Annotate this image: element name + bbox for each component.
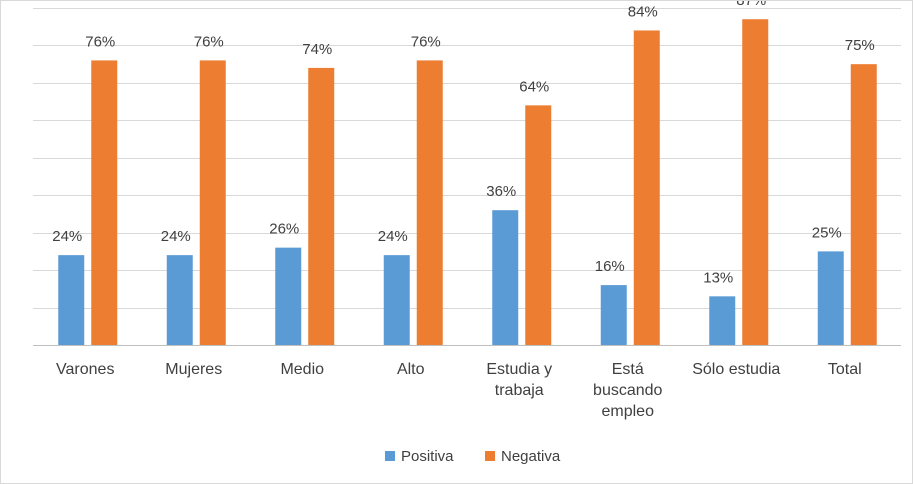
legend-label-positiva: Positiva xyxy=(401,448,454,465)
data-label: 36% xyxy=(486,183,516,200)
legend-label-negativa: Negativa xyxy=(501,448,561,465)
data-label: 13% xyxy=(703,269,733,286)
data-label: 74% xyxy=(302,41,332,58)
data-label: 16% xyxy=(595,258,625,275)
category-label: Varones xyxy=(56,361,114,378)
category-label: Sólo estudia xyxy=(692,361,780,378)
bar-positiva xyxy=(275,247,302,345)
bar-negativa xyxy=(308,67,335,346)
data-label: 84% xyxy=(628,3,658,20)
bar-positiva xyxy=(817,251,844,345)
category-labels: Varones Mujeres Medio Alto Estudia y trabaja E… xyxy=(56,361,862,420)
bar-negativa xyxy=(525,105,552,345)
category-label: Estudia y trabaja xyxy=(486,361,552,399)
bar-positiva xyxy=(166,255,193,345)
data-label: 87% xyxy=(736,1,766,9)
bar-positiva xyxy=(709,296,736,345)
bar-negativa xyxy=(850,64,877,345)
category-label: Alto xyxy=(397,361,425,378)
category-label: Mujeres xyxy=(165,361,222,378)
data-label: 25% xyxy=(812,224,842,241)
bar-negativa xyxy=(633,30,660,345)
data-labels: 24% 76% 24% 76% 26% 74% 24% 76% 36% 64% 16% 84% 13% 8… xyxy=(52,1,875,286)
category-label: Está buscando empleo xyxy=(593,361,662,420)
bars xyxy=(58,19,877,346)
bar-positiva xyxy=(492,210,519,345)
bar-positiva xyxy=(600,285,627,345)
bar-positiva xyxy=(383,255,410,345)
data-label: 24% xyxy=(52,228,82,245)
category-label: Medio xyxy=(280,361,324,378)
bar-negativa xyxy=(91,60,118,346)
legend: Positiva Negativa xyxy=(385,448,561,465)
bar-positiva xyxy=(58,255,85,345)
legend-swatch-negativa xyxy=(485,451,495,461)
legend-swatch-positiva xyxy=(385,451,395,461)
data-label: 24% xyxy=(161,228,191,245)
bar-negativa xyxy=(199,60,226,346)
gridlines xyxy=(33,8,901,346)
data-label: 26% xyxy=(269,221,299,238)
data-label: 76% xyxy=(85,33,115,50)
data-label: 76% xyxy=(411,33,441,50)
data-label: 75% xyxy=(845,37,875,54)
bar-negativa xyxy=(742,19,769,345)
category-label: Total xyxy=(828,361,862,378)
data-label: 76% xyxy=(194,33,224,50)
data-label: 24% xyxy=(378,228,408,245)
data-label: 64% xyxy=(519,78,549,95)
bar-negativa xyxy=(416,60,443,346)
